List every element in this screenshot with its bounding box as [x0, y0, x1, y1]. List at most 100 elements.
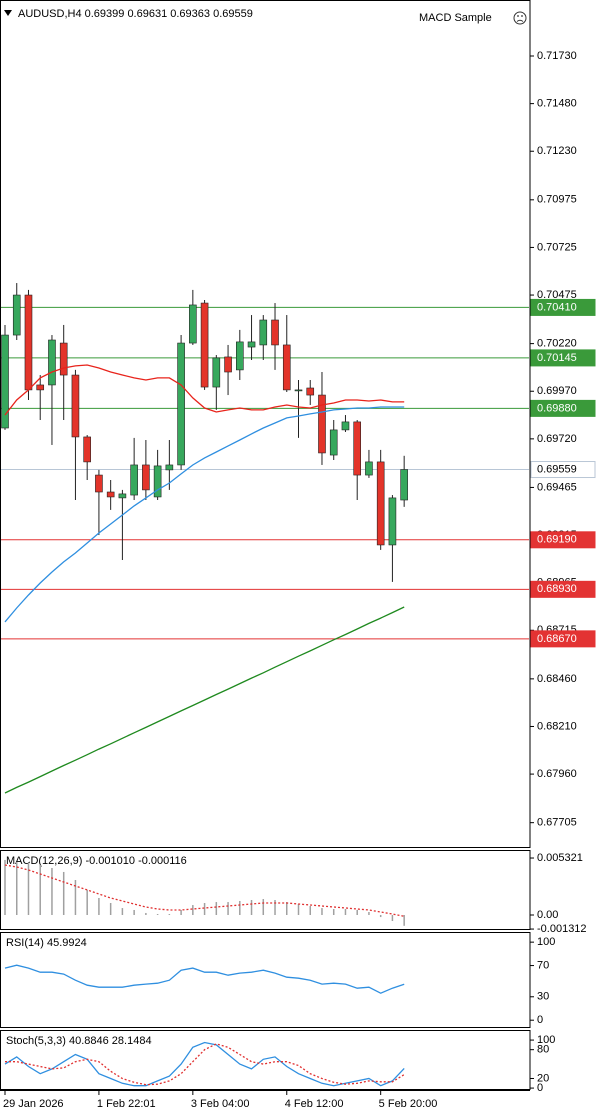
- y-tick-label: 80: [537, 1044, 549, 1056]
- panel-frame: [0, 0, 531, 848]
- plot-area: [4, 964, 405, 994]
- candle-body: [83, 436, 91, 463]
- price-level-box: [530, 461, 596, 479]
- y-tick-label: 0.67960: [537, 768, 577, 780]
- y-tick-label: 0.70475: [537, 289, 577, 301]
- y-tick-label: 0.70725: [537, 241, 577, 253]
- candle-body: [189, 304, 197, 344]
- panel: 0.71730 0.71480 0.71230 0.70975 0.70725 0.704…: [0, 0, 596, 848]
- y-tick-label: 0.69720: [537, 433, 577, 445]
- indicator-line: [5, 1043, 405, 1086]
- candle-body: [200, 302, 209, 388]
- indicator-label: MACD(12,26,9) -0.001010 -0.000116: [6, 855, 187, 867]
- price-level-label: 0.69190: [537, 534, 577, 546]
- chart-title: AUDUSD,H4 0.69399 0.69631 0.69363 0.6955…: [18, 8, 253, 20]
- price-level-label: 0.68930: [537, 583, 577, 595]
- indicator-line: [4, 1041, 405, 1087]
- candle-body: [294, 389, 303, 392]
- candle-body: [247, 341, 256, 348]
- y-tick-label: 0.69465: [537, 481, 577, 493]
- y-tick-label: 100: [537, 936, 555, 948]
- candle-body: [36, 384, 45, 391]
- y-tick-label: 20: [537, 1072, 549, 1084]
- y-tick-label: 0: [537, 1082, 543, 1094]
- panel-frame: [0, 1030, 531, 1090]
- panel-frame: [0, 850, 531, 930]
- eye: [517, 15, 519, 17]
- x-tick-label: 5 Feb 20:00: [379, 1098, 438, 1110]
- plot-area: [1, 283, 529, 794]
- price-level-box: [530, 399, 596, 417]
- candle-body: [341, 421, 350, 431]
- y-tick-label: 0.68210: [537, 720, 577, 732]
- price-level-label: 0.69880: [537, 402, 577, 414]
- panel: 0.005321 0.00 -0.001312 MACD(12,26,9) -0.00…: [0, 850, 587, 935]
- y-tick-label: 0.67705: [537, 817, 577, 829]
- candle-body: [353, 421, 362, 476]
- x-tick-label: 4 Feb 12:00: [285, 1098, 344, 1110]
- indicator-label: Stoch(5,3,3) 40.8846 28.1484: [6, 1035, 152, 1047]
- y-tick-label: 100: [537, 1034, 555, 1046]
- candle-body: [400, 469, 408, 501]
- candle-body: [71, 374, 80, 438]
- menu-arrow[interactable]: [4, 10, 12, 16]
- y-tick-label: 0.71230: [537, 145, 577, 157]
- y-tick-label: 0.005321: [537, 852, 583, 864]
- candle-body: [306, 387, 315, 396]
- indicator-line: [4, 864, 405, 917]
- y-tick-label: 0.70220: [537, 338, 577, 350]
- candle-body: [153, 465, 162, 498]
- y-tick-label: 0.71730: [537, 50, 577, 62]
- candle-body: [130, 464, 138, 496]
- candle-body: [95, 474, 103, 493]
- candle-body: [376, 461, 385, 546]
- candle-body: [329, 429, 338, 456]
- candle-body: [12, 294, 21, 336]
- expert-icon[interactable]: [513, 11, 527, 25]
- y-tick-label: 0.00: [537, 909, 558, 921]
- candle-body: [365, 461, 373, 476]
- panel-frame: [0, 932, 531, 1028]
- indicator-line: [4, 606, 405, 794]
- y-tick-label: 70: [537, 959, 549, 971]
- candle-body: [142, 464, 150, 491]
- candle-body: [259, 319, 268, 346]
- x-tick-label: 29 Jan 2026: [3, 1098, 64, 1110]
- y-tick-label: 0.70975: [537, 194, 577, 206]
- price-level-label: 0.69559: [537, 463, 577, 475]
- candle-body: [236, 341, 244, 371]
- y-tick-label: 0.71480: [537, 98, 577, 110]
- candle-body: [165, 464, 174, 471]
- y-tick-label: 0.69970: [537, 385, 577, 397]
- indicator-line: [4, 964, 405, 994]
- candle-body: [212, 357, 221, 388]
- candle-body: [106, 491, 115, 498]
- candle-body: [59, 342, 68, 376]
- y-tick-label: 0.68460: [537, 673, 577, 685]
- price-level-box: [530, 298, 596, 316]
- price-level-label: 0.70410: [537, 301, 577, 313]
- candle-body: [177, 342, 185, 466]
- x-tick-label: 3 Feb 04:00: [191, 1098, 250, 1110]
- candle-body: [1, 334, 9, 429]
- price-level-box: [530, 349, 596, 367]
- price-level-box: [530, 630, 596, 648]
- y-tick-label: 0: [537, 1014, 543, 1026]
- price-level-box: [530, 531, 596, 549]
- candle-body: [318, 394, 326, 454]
- y-tick-label: 30: [537, 991, 549, 1003]
- y-tick-label: -0.001312: [537, 923, 587, 935]
- plot-area: [4, 859, 405, 926]
- plot-area: [4, 1041, 405, 1087]
- indicator-line: [4, 364, 405, 416]
- frown-face: [513, 11, 527, 25]
- candle-body: [282, 344, 291, 391]
- candle-body: [388, 497, 397, 546]
- expert-name: MACD Sample: [419, 12, 492, 24]
- panel: 100 70 30 0 RSI(14) 45.9924: [0, 932, 555, 1028]
- price-level-label: 0.70145: [537, 352, 577, 364]
